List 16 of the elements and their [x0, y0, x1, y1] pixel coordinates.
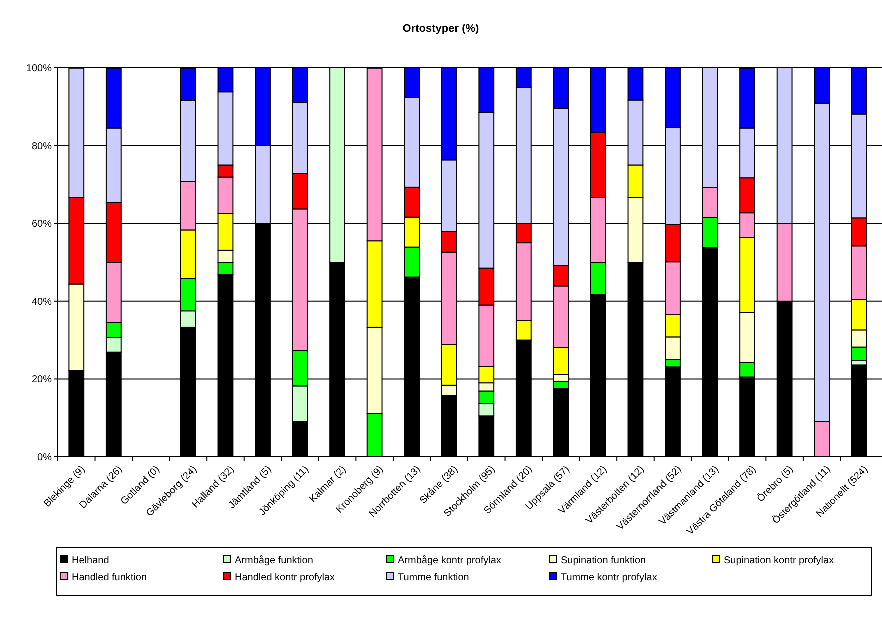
chart-title: Ortostyper (%)	[402, 23, 480, 35]
y-tick-label: 20%	[32, 374, 52, 386]
legend-label: Tumme funktion	[398, 572, 470, 584]
legend-label: Handled kontr profylax	[235, 572, 336, 584]
legend-label: Handled funktion	[72, 572, 148, 584]
y-tick-label: 60%	[32, 219, 52, 230]
legend-label: Tumme kontr profylax	[561, 572, 658, 584]
legend-label: Supination kontr profylax	[724, 556, 834, 566]
legend-label: Armbåge funktion	[235, 554, 314, 566]
y-tick-label: 40%	[32, 296, 52, 308]
y-tick-label: 0%	[38, 452, 52, 464]
legend-label: Helhand	[72, 556, 110, 566]
legend-label: Armbåge kontr profylax	[398, 554, 502, 566]
legend-label: Supination funktion	[561, 556, 646, 566]
y-tick-label: 80%	[32, 141, 52, 152]
y-tick-label: 100%	[26, 64, 52, 74]
